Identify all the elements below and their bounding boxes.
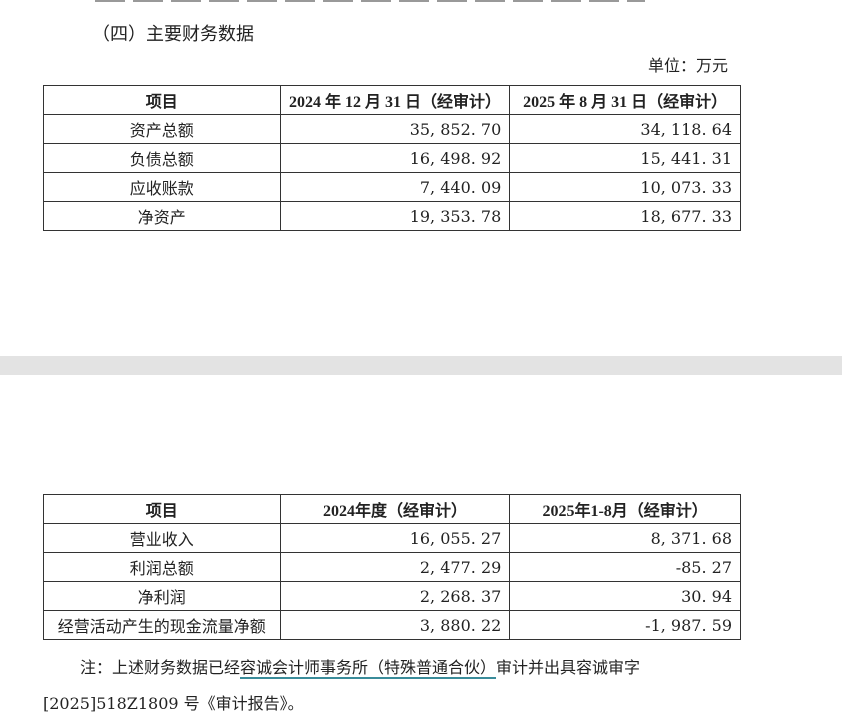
auditor-link[interactable]: 容诚会计师事务所（特殊普通合伙） <box>240 658 497 679</box>
unit-label: 单位：万元 <box>648 56 729 75</box>
table-row: 利润总额 2, 477. 29 -85. 27 <box>43 552 741 582</box>
table-row: 负债总额 16, 498. 92 15, 441. 31 <box>43 143 741 173</box>
footnote: 注：上述财务数据已经容诚会计师事务所（特殊普通合伙）审计并出具容诚审字 <box>80 654 641 679</box>
value-cell: -85. 27 <box>509 552 741 582</box>
table-row: 净利润 2, 268. 37 30. 94 <box>43 581 741 611</box>
cut-off-text-line <box>95 0 645 4</box>
value-cell: 35, 852. 70 <box>279 114 511 144</box>
value-cell: 19, 353. 78 <box>279 201 511 231</box>
value-cell: 34, 118. 64 <box>509 114 741 144</box>
page-break-gap <box>0 356 842 375</box>
value-cell: 30. 94 <box>509 581 741 611</box>
balance-sheet-table: 项目 2024 年 12 月 31 日（经审计） 2025 年 8 月 31 日… <box>43 85 741 231</box>
header-cell: 2025年1-8月（经审计） <box>509 494 741 524</box>
header-cell: 项目 <box>43 85 281 115</box>
note-suffix: 审计并出具容诚审字 <box>496 658 641 677</box>
value-cell: 10, 073. 33 <box>509 172 741 202</box>
header-cell: 2024 年 12 月 31 日（经审计） <box>279 85 511 115</box>
header-cell: 2025 年 8 月 31 日（经审计） <box>509 85 741 115</box>
row-label-cell: 利润总额 <box>43 552 281 582</box>
table-row: 经营活动产生的现金流量净额 3, 880. 22 -1, 987. 59 <box>43 610 741 640</box>
header-cell: 项目 <box>43 494 281 524</box>
row-label-cell: 负债总额 <box>43 143 281 173</box>
table-row: 净资产 19, 353. 78 18, 677. 33 <box>43 201 741 231</box>
note-prefix: 注：上述财务数据已经 <box>80 658 241 677</box>
value-cell: 8, 371. 68 <box>509 523 741 553</box>
table-header-row: 项目 2024 年 12 月 31 日（经审计） 2025 年 8 月 31 日… <box>43 85 741 115</box>
value-cell: 16, 055. 27 <box>279 523 511 553</box>
row-label-cell: 净利润 <box>43 581 281 611</box>
value-cell: 7, 440. 09 <box>279 172 511 202</box>
value-cell: 2, 268. 37 <box>279 581 511 611</box>
table-row: 营业收入 16, 055. 27 8, 371. 68 <box>43 523 741 553</box>
value-cell: -1, 987. 59 <box>509 610 741 640</box>
table-row: 应收账款 7, 440. 09 10, 073. 33 <box>43 172 741 202</box>
value-cell: 3, 880. 22 <box>279 610 511 640</box>
row-label-cell: 资产总额 <box>43 114 281 144</box>
table-row: 资产总额 35, 852. 70 34, 118. 64 <box>43 114 741 144</box>
section-heading: （四）主要财务数据 <box>92 24 254 45</box>
row-label-cell: 净资产 <box>43 201 281 231</box>
header-cell: 2024年度（经审计） <box>279 494 511 524</box>
value-cell: 15, 441. 31 <box>509 143 741 173</box>
table-header-row: 项目 2024年度（经审计） 2025年1-8月（经审计） <box>43 494 741 524</box>
footnote-line2: [2025]518Z1809 号《审计报告》。 <box>43 694 304 713</box>
value-cell: 18, 677. 33 <box>509 201 741 231</box>
value-cell: 2, 477. 29 <box>279 552 511 582</box>
row-label-cell: 应收账款 <box>43 172 281 202</box>
row-label-cell: 经营活动产生的现金流量净额 <box>43 610 281 640</box>
income-table: 项目 2024年度（经审计） 2025年1-8月（经审计） 营业收入 16, 05… <box>43 494 741 640</box>
row-label-cell: 营业收入 <box>43 523 281 553</box>
value-cell: 16, 498. 92 <box>279 143 511 173</box>
